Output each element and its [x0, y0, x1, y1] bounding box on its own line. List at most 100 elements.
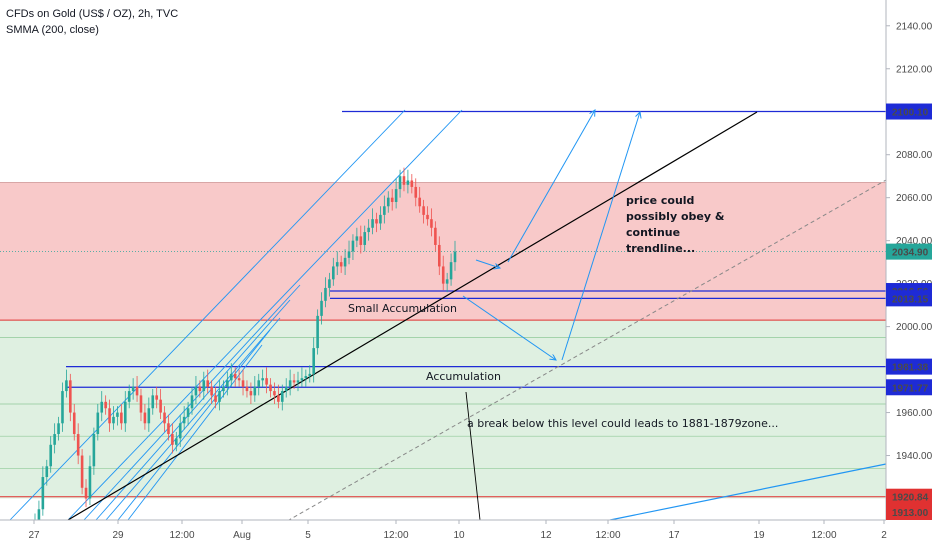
candle-body: [80, 455, 84, 488]
price-label-box: [886, 379, 932, 396]
candle-body: [49, 444, 53, 467]
candle-body: [233, 373, 237, 379]
candle-body: [308, 373, 312, 377]
candle-body: [198, 386, 202, 392]
channel-line: [117, 329, 271, 521]
candle-body: [249, 391, 253, 396]
candle-body: [312, 348, 315, 374]
time-tick-label: 12:00: [811, 530, 836, 541]
time-tick-label: 5: [305, 530, 311, 541]
trend-note-line: possibly obey &: [626, 210, 725, 223]
candle-body: [190, 395, 194, 409]
candle-body: [171, 434, 174, 445]
candle-body: [84, 487, 88, 499]
channel-line: [9, 109, 406, 521]
candle-body: [41, 477, 45, 510]
candlestick-series: [33, 167, 457, 533]
price-label-text: 2034.90: [892, 248, 929, 259]
candle-body: [116, 412, 119, 417]
candle-body: [300, 378, 304, 381]
time-tick-label: 12:00: [383, 530, 408, 541]
candle-body: [343, 257, 347, 267]
candle-body: [320, 300, 323, 316]
candle-body: [261, 378, 264, 381]
candle-body: [332, 266, 335, 280]
time-axis-bg: [0, 520, 886, 550]
candle-body: [218, 391, 221, 402]
price-label-text: 2013.15: [892, 294, 929, 305]
candle-body: [363, 232, 367, 245]
candle-body: [61, 391, 64, 424]
price-label-text: 1913.00: [892, 508, 929, 519]
channel-line: [105, 317, 281, 521]
candle-body: [355, 236, 359, 241]
candle-body: [280, 391, 284, 402]
candle-body: [245, 386, 249, 392]
trend-note-line: price could: [626, 194, 694, 207]
candle-body: [284, 386, 288, 392]
time-axis: 27 29 12:00 Aug 5 12:00 10 12 12:00 17 19 12:00 2: [0, 519, 887, 550]
candle-body: [316, 315, 319, 349]
candle-body: [265, 378, 268, 385]
small-accumulation-label: Small Accumulation: [348, 302, 457, 315]
candle-body: [131, 386, 135, 392]
candle-body: [202, 380, 206, 392]
time-tick-label: 12:00: [169, 530, 194, 541]
trend-note-line: continue: [626, 226, 680, 239]
candle-body: [69, 380, 72, 413]
projection-arrows: [462, 110, 640, 361]
candle-body: [214, 395, 217, 402]
candle-body: [112, 416, 115, 424]
candle-body: [92, 434, 96, 467]
smma-line: [244, 179, 887, 546]
candle-body: [253, 386, 257, 396]
channel-line: [95, 299, 291, 521]
candle-body: [445, 279, 449, 284]
candle-body: [151, 395, 155, 409]
candle-body: [296, 380, 300, 383]
candle-body: [155, 395, 158, 400]
candle-body: [277, 395, 280, 402]
candle-body: [241, 380, 245, 387]
main-trendline: [67, 111, 758, 521]
projection-arrow: [561, 112, 640, 361]
candle-body: [437, 244, 441, 267]
price-tick-label: 2080.00: [896, 150, 932, 161]
candle-body: [430, 219, 433, 228]
time-tick-label: 19: [753, 530, 765, 541]
price-label-box: [886, 103, 932, 120]
candle-body: [123, 401, 127, 424]
candle-body: [108, 408, 111, 424]
accumulation-label: Accumulation: [426, 370, 501, 383]
candle-body: [53, 434, 56, 445]
price-tick-label: 2140.00: [896, 21, 932, 32]
candle-body: [383, 206, 386, 215]
candle-body: [100, 401, 104, 413]
candle-body: [229, 373, 233, 381]
price-label-text: 1981.38: [892, 363, 929, 374]
price-label-text: 1971.77: [892, 383, 929, 394]
support-zone: [0, 320, 886, 499]
price-tick-label: 1960.00: [896, 408, 932, 419]
candle-body: [375, 219, 378, 224]
time-tick-label: 27: [28, 530, 40, 541]
candle-body: [390, 197, 394, 202]
candle-body: [88, 466, 92, 499]
candle-body: [104, 401, 107, 409]
chart-title: CFDs on Gold (US$ / OZ), 2h, TVC: [6, 8, 179, 20]
candle-body: [57, 423, 60, 435]
projection-arrow: [507, 110, 595, 263]
candle-body: [237, 378, 241, 381]
price-tick-label: 2120.00: [896, 64, 932, 75]
candle-body: [418, 197, 421, 207]
price-label-box: [886, 488, 932, 505]
candle-body: [426, 214, 429, 220]
candle-body: [359, 236, 363, 245]
time-tick-label: 12: [540, 530, 552, 541]
candle-body: [139, 395, 143, 413]
price-label-box: [886, 358, 932, 375]
candle-body: [335, 262, 339, 267]
candle-body: [379, 214, 382, 224]
candle-body: [37, 509, 41, 520]
